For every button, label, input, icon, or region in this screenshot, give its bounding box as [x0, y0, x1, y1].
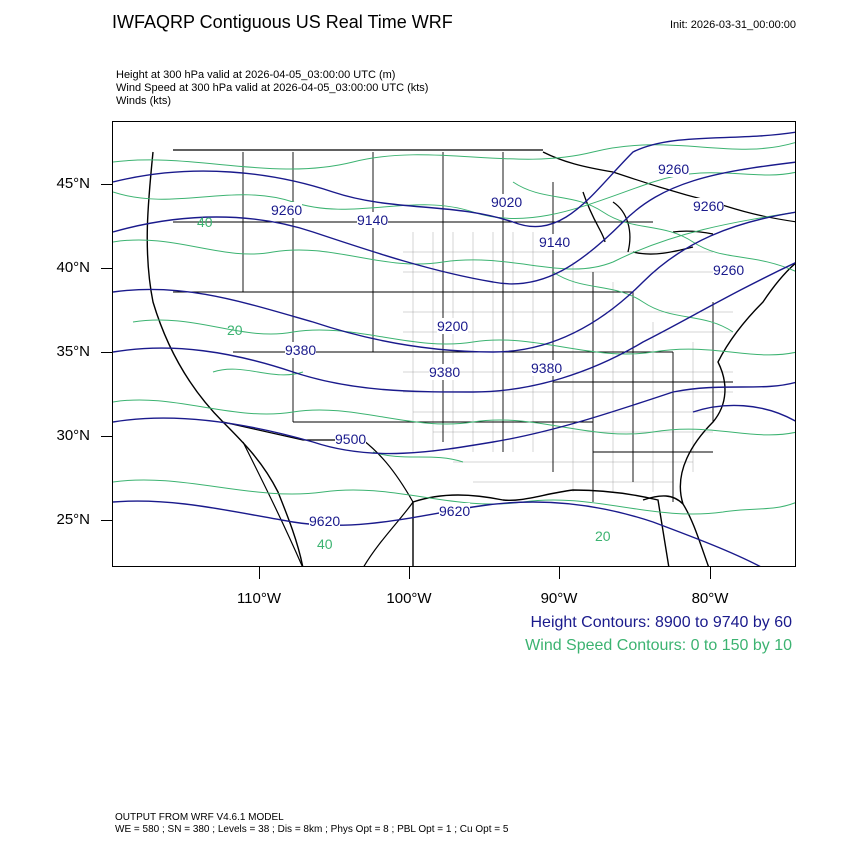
- lon-tick: [259, 567, 260, 579]
- florida-coast: [642, 495, 710, 566]
- mexico-coast: [242, 441, 414, 566]
- lat-tick: [101, 520, 112, 521]
- wind-speed-contours: [113, 142, 795, 515]
- map-panel: 9260 9140 9020 9260 9200 9380 9380 9260 …: [112, 121, 796, 567]
- atlantic-coast: [679, 262, 795, 505]
- lat-tick: [101, 436, 112, 437]
- height-contour-legend: Height Contours: 8900 to 9740 by 60: [530, 614, 792, 631]
- height-contour-label: 9620: [439, 503, 471, 519]
- state-boundaries: [173, 152, 733, 502]
- wind-contour-label: 20: [227, 322, 243, 338]
- height-contour-label: 9260: [713, 262, 745, 278]
- height-contour-label: 9260: [658, 161, 690, 177]
- init-time: Init: 2026-03-31_00:00:00: [670, 19, 796, 31]
- lat-tick: [101, 184, 112, 185]
- gulf-of-mexico-coast: [412, 489, 670, 566]
- model-info-line: OUTPUT FROM WRF V4.6.1 MODEL: [115, 812, 284, 823]
- height-contour-label: 9380: [531, 360, 563, 376]
- height-contours: [113, 131, 795, 566]
- lat-label: 30°N: [56, 427, 90, 444]
- lon-tick: [409, 567, 410, 579]
- wind-contour-label: 20: [595, 528, 611, 544]
- wind-contour-label: 40: [317, 536, 333, 552]
- height-contour-label: 9380: [285, 342, 317, 358]
- lat-tick: [101, 268, 112, 269]
- lat-tick: [101, 352, 112, 353]
- height-contour-label: 9380: [429, 364, 461, 380]
- height-contour-label: 9020: [491, 194, 523, 210]
- lon-label: 110°W: [236, 590, 282, 607]
- field-winds-label: Winds (kts): [116, 95, 171, 107]
- wind-contour-label: 40: [197, 214, 213, 230]
- lon-label: 100°W: [386, 590, 432, 607]
- lon-label: 90°W: [540, 590, 578, 607]
- field-wind-speed-label: Wind Speed at 300 hPa valid at 2026-04-0…: [116, 82, 429, 94]
- lon-label: 80°W: [691, 590, 729, 607]
- height-contour-label: 9260: [271, 202, 303, 218]
- lat-label: 40°N: [56, 259, 90, 276]
- height-contour-label: 9500: [335, 431, 367, 447]
- lon-tick: [710, 567, 711, 579]
- height-contour-label: 9260: [693, 198, 725, 214]
- height-contour-label: 9620: [309, 513, 341, 529]
- lat-label: 45°N: [56, 175, 90, 192]
- map-canvas: [113, 122, 795, 566]
- wind-contour-legend: Wind Speed Contours: 0 to 150 by 10: [525, 637, 792, 654]
- field-height-label: Height at 300 hPa valid at 2026-04-05_03…: [116, 69, 396, 81]
- plot-title: IWFAQRP Contiguous US Real Time WRF: [112, 12, 453, 32]
- model-options-line: WE = 580 ; SN = 380 ; Levels = 38 ; Dis …: [115, 824, 509, 835]
- lat-label: 25°N: [56, 511, 90, 528]
- height-contour-label: 9140: [539, 234, 571, 250]
- height-contour-label: 9200: [437, 318, 469, 334]
- height-contour-label: 9140: [357, 212, 389, 228]
- lon-tick: [559, 567, 560, 579]
- lat-label: 35°N: [56, 343, 90, 360]
